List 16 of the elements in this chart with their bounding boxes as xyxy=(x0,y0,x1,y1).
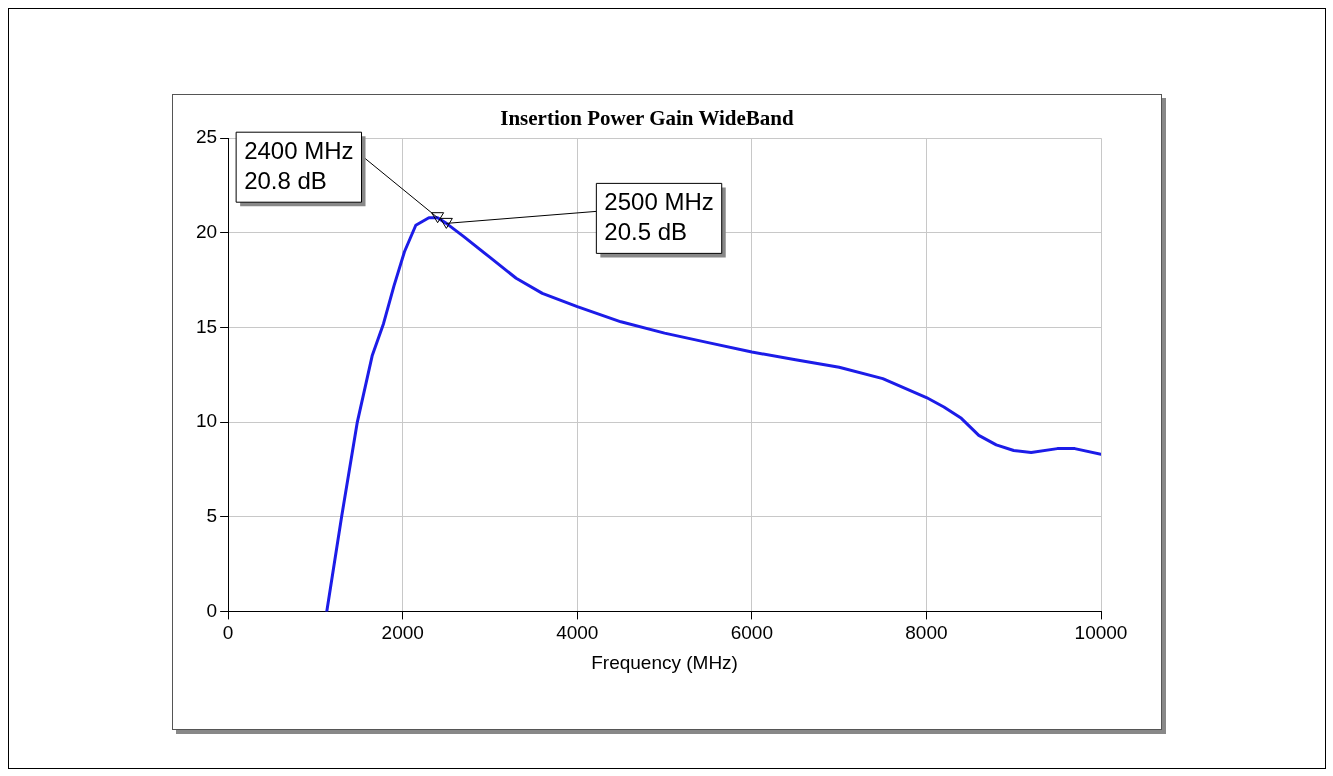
x-tick-label: 0 xyxy=(222,622,234,644)
y-tick-label: 15 xyxy=(195,315,218,337)
x-axis-title: Frequency (MHz) xyxy=(591,651,738,673)
annotation: 2500 MHz 20.5 dB xyxy=(604,188,714,245)
y-tick-label: 5 xyxy=(206,504,218,526)
x-tick-label: 6000 xyxy=(730,622,773,644)
y-tick-label: 0 xyxy=(206,599,218,621)
y-tick-label: 20 xyxy=(195,221,218,243)
chart-title: Insertion Power Gain WideBand xyxy=(500,106,795,131)
x-tick-label: 2000 xyxy=(381,622,424,644)
annotation: 2400 MHz 20.8 dB xyxy=(244,136,354,194)
x-tick-label: 10000 xyxy=(1074,622,1128,644)
y-tick-label: 25 xyxy=(195,126,218,148)
x-tick-label: 8000 xyxy=(905,622,948,644)
x-tick-label: 4000 xyxy=(556,622,599,644)
y-tick-label: 10 xyxy=(195,410,218,432)
